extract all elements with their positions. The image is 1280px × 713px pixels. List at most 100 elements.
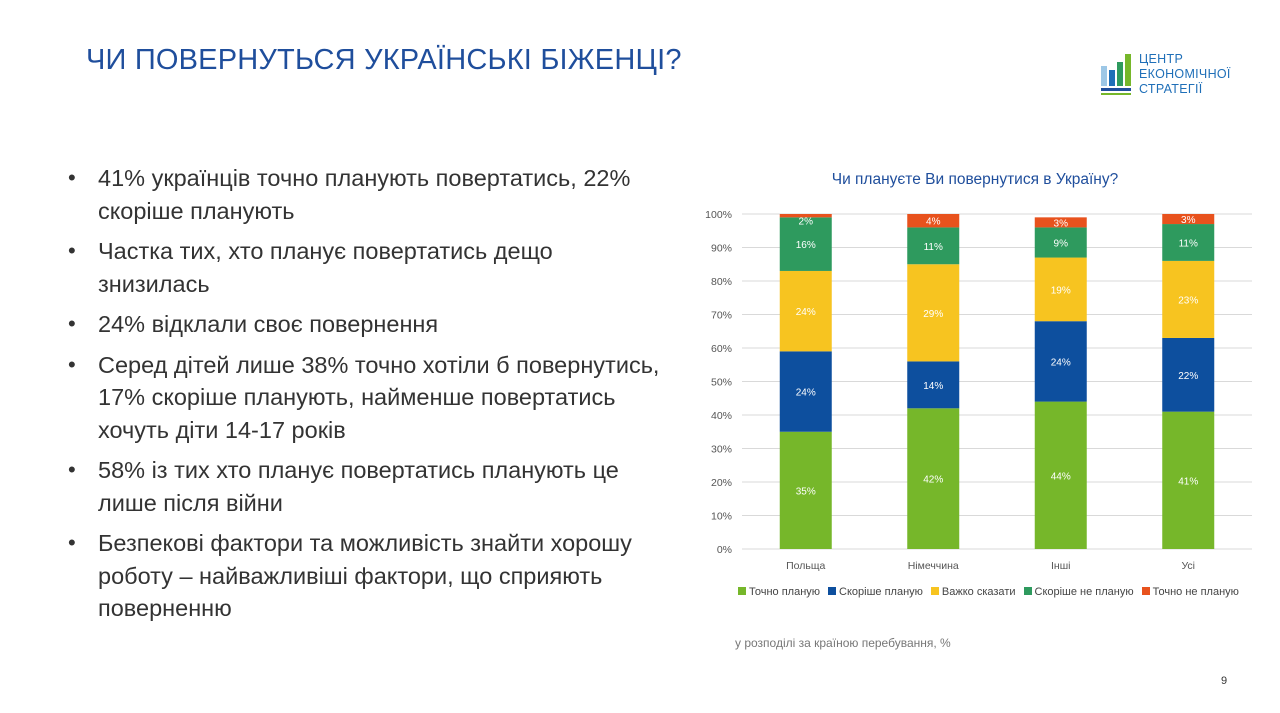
data-label: 11% bbox=[1179, 238, 1198, 249]
legend-swatch bbox=[1141, 587, 1150, 595]
bullet-item: • Безпекові фактори та можливість знайти … bbox=[64, 527, 664, 625]
bar-segment bbox=[1162, 224, 1215, 261]
bar-segment bbox=[1034, 227, 1087, 258]
bar-segment bbox=[1034, 321, 1087, 402]
bar-segment bbox=[779, 351, 832, 432]
data-label: 9% bbox=[1054, 238, 1069, 249]
bar-segment bbox=[1162, 411, 1215, 549]
bullet-dot-icon: • bbox=[68, 165, 76, 190]
bar-segment bbox=[1034, 257, 1087, 322]
bar-segment bbox=[1162, 260, 1215, 338]
bullet-text: 24% відклали своє повернення bbox=[98, 311, 439, 337]
data-label: 3% bbox=[1054, 218, 1069, 229]
y-tick-label: 30% bbox=[711, 444, 732, 456]
y-tick-label: 100% bbox=[705, 209, 732, 221]
bar-segment bbox=[907, 408, 960, 549]
chart-legend: Точно планую Скоріше планую Важко сказати С… bbox=[738, 586, 1247, 598]
data-label: 19% bbox=[1051, 285, 1071, 296]
y-tick-label: 60% bbox=[711, 343, 732, 355]
bullet-text: Серед дітей лише 38% точно хотіли б пове… bbox=[98, 351, 660, 443]
bullet-dot-icon: • bbox=[68, 311, 76, 336]
bar-segment bbox=[907, 361, 960, 409]
y-tick-label: 10% bbox=[711, 511, 732, 523]
bullet-text: Безпекові фактори та можливість знайти х… bbox=[98, 530, 632, 621]
data-label: 41% bbox=[1178, 476, 1198, 487]
legend-swatch bbox=[738, 587, 746, 595]
data-label: 22% bbox=[1178, 371, 1198, 382]
legend-item: Скоріше планую bbox=[828, 586, 923, 598]
logo-line-2: ЕКОНОМІЧНОЇ bbox=[1139, 67, 1231, 81]
logo-line-1: ЦЕНТР bbox=[1139, 52, 1184, 66]
y-tick-label: 80% bbox=[711, 276, 732, 288]
data-label: 4% bbox=[926, 217, 941, 228]
bullet-dot-icon: • bbox=[68, 530, 76, 555]
bar-segment bbox=[907, 214, 960, 228]
bullet-text: Частка тих, хто планує повертатись дещо … bbox=[98, 238, 553, 297]
legend-swatch bbox=[828, 587, 837, 595]
bullet-item: • 41% українців точно планують повертатис… bbox=[64, 162, 664, 227]
page-title: ЧИ ПОВЕРНУТЬСЯ УКРАЇНСЬКІ БІЖЕНЦІ? bbox=[86, 44, 682, 76]
bar-segment bbox=[1162, 214, 1215, 225]
legend-item: Скоріше не планую bbox=[1023, 586, 1134, 598]
bullet-text: 41% українців точно планують повертатись… bbox=[98, 165, 631, 224]
bullet-item: • 24% відклали своє повернення bbox=[64, 308, 664, 341]
bar-segment bbox=[779, 214, 832, 218]
x-tick-label: Усі bbox=[1181, 560, 1195, 572]
y-tick-label: 50% bbox=[711, 377, 732, 389]
y-tick-label: 90% bbox=[711, 243, 732, 255]
legend-swatch bbox=[1023, 587, 1032, 595]
stacked-bar-chart: 0% 10% 20% 30% 40% 50% 60% 70% 80% 90% 100% 35% 24% 2… bbox=[705, 209, 1252, 572]
bar-segment bbox=[1162, 337, 1215, 412]
y-tick-label: 70% bbox=[711, 310, 732, 322]
data-label: 16% bbox=[796, 240, 816, 251]
legend-item: Точно не планую bbox=[1141, 586, 1239, 598]
bullet-dot-icon: • bbox=[68, 351, 76, 377]
bullet-dot-icon: • bbox=[68, 238, 76, 263]
logo-line-3: СТРАТЕГІЇ bbox=[1139, 82, 1203, 96]
bullet-item: • Серед дітей лише 38% точно хотіли б пов… bbox=[64, 349, 664, 447]
x-tick-label: Німеччина bbox=[908, 560, 959, 572]
bullet-dot-icon: • bbox=[68, 457, 76, 482]
chart-title: Чи плануєте Ви повернутися в Україну? bbox=[831, 171, 1119, 188]
bar-segment bbox=[907, 264, 960, 362]
data-label: 42% bbox=[923, 475, 943, 486]
logo-bars-icon bbox=[1101, 54, 1131, 95]
data-label: 2% bbox=[799, 217, 814, 228]
legend-label: Скоріше не планую bbox=[1034, 586, 1134, 598]
chart-note: у розподілі за країною перебування, % bbox=[735, 636, 951, 650]
legend-label: Важко сказати bbox=[941, 586, 1016, 598]
bar-segment bbox=[779, 431, 832, 549]
data-label: 29% bbox=[923, 309, 943, 320]
legend-label: Точно не планую bbox=[1152, 586, 1239, 598]
data-label: 24% bbox=[796, 388, 816, 399]
x-tick-label: Інші bbox=[1051, 560, 1070, 572]
legend-item: Важко сказати bbox=[930, 586, 1016, 598]
bullet-list: • 41% українців точно планують повертатис… bbox=[64, 162, 664, 633]
logo: ЦЕНТР ЕКОНОМІЧНОЇ СТРАТЕГІЇ bbox=[1099, 52, 1239, 98]
data-label: 23% bbox=[1178, 295, 1198, 306]
legend-label: Точно планую bbox=[749, 586, 821, 598]
page-number: 9 bbox=[1221, 675, 1228, 687]
data-label: 14% bbox=[923, 381, 943, 392]
bullet-item: • 58% із тих хто планує повертатись плану… bbox=[64, 454, 664, 519]
y-tick-label: 0% bbox=[717, 544, 732, 556]
data-label: 24% bbox=[1051, 357, 1071, 368]
bar-segment bbox=[1034, 217, 1087, 228]
y-tick-label: 40% bbox=[711, 410, 732, 422]
legend-swatch bbox=[930, 587, 939, 595]
bar-segment bbox=[1034, 401, 1087, 549]
data-label: 24% bbox=[796, 307, 816, 318]
bar-segment bbox=[779, 270, 832, 352]
legend-item: Точно планую bbox=[738, 586, 820, 598]
bullet-text: 58% із тих хто планує повертатись планую… bbox=[98, 457, 619, 516]
bar-segment bbox=[907, 227, 960, 265]
data-label: 44% bbox=[1051, 471, 1071, 482]
data-label: 11% bbox=[924, 242, 943, 253]
bar-segment bbox=[779, 217, 832, 271]
y-tick-label: 20% bbox=[711, 477, 732, 489]
x-tick-label: Польща bbox=[786, 560, 825, 572]
bullet-item: • Частка тих, хто планує повертатись дещо… bbox=[64, 235, 664, 300]
data-label: 35% bbox=[796, 486, 816, 497]
legend-label: Скоріше планую bbox=[839, 586, 923, 598]
data-label: 3% bbox=[1181, 215, 1196, 226]
